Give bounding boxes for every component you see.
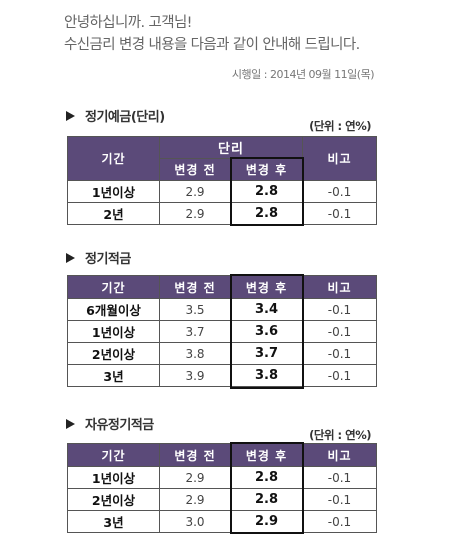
cell-period: 2년 xyxy=(67,202,160,225)
header-before: 변경 전 xyxy=(159,275,231,299)
cell-period: 3년 xyxy=(67,364,160,387)
cell-period: 1년이상 xyxy=(67,180,160,203)
cell-before: 2.9 xyxy=(159,488,231,511)
cell-period: 1년이상 xyxy=(67,466,160,489)
header-period: 기간 xyxy=(67,275,160,299)
cell-before: 3.0 xyxy=(159,510,231,533)
table-row: 6개월이상 3.5 3.4 -0.1 xyxy=(67,298,377,321)
cell-note: -0.1 xyxy=(302,466,377,489)
header-after: 변경 후 xyxy=(230,443,303,467)
table-row: 3년 3.0 2.9 -0.1 xyxy=(67,510,377,533)
header-period: 기간 xyxy=(67,136,160,181)
unit-label: (단위 : 연%) xyxy=(309,119,371,133)
table-row: 2년 2.9 2.8 -0.1 xyxy=(67,202,378,225)
cell-note: -0.1 xyxy=(302,202,378,225)
header-note: 비고 xyxy=(302,443,377,467)
table-row: 1년이상 2.9 2.8 -0.1 xyxy=(67,466,377,489)
greeting-line-2: 수신금리 변경 내용을 다음과 같이 안내해 드립니다. xyxy=(64,37,360,53)
cell-note: -0.1 xyxy=(302,342,377,365)
cell-after: 3.6 xyxy=(230,320,303,343)
cell-after: 2.8 xyxy=(229,202,304,225)
rate-table-time-deposit: 기간 단리 비고 변경 전 변경 후 1년이상 2.9 2.8 -0.1 2년 … xyxy=(67,136,378,225)
cell-after: 3.8 xyxy=(230,364,303,387)
cell-after: 3.4 xyxy=(230,298,303,321)
effective-date: 시행일 : 2014년 09월 11일(목) xyxy=(231,68,375,81)
cell-after: 2.9 xyxy=(230,510,303,533)
cell-note: -0.1 xyxy=(302,180,378,203)
cell-period: 2년이상 xyxy=(67,488,160,511)
cell-period: 3년 xyxy=(67,510,160,533)
header-note: 비고 xyxy=(302,275,377,299)
cell-before: 3.7 xyxy=(159,320,231,343)
table-row: 3년 3.9 3.8 -0.1 xyxy=(67,364,377,387)
table-row: 2년이상 3.8 3.7 -0.1 xyxy=(67,342,377,365)
cell-before: 2.9 xyxy=(159,202,231,225)
section-title-time-deposit: 정기예금(단리) xyxy=(66,106,165,125)
cell-period: 1년이상 xyxy=(67,320,160,343)
cell-before: 3.5 xyxy=(159,298,231,321)
header-before: 변경 전 xyxy=(159,158,231,181)
section-title-text: 자유정기적금 xyxy=(85,418,154,433)
cell-before: 2.9 xyxy=(159,466,231,489)
table-row: 1년이상 2.9 2.8 -0.1 xyxy=(67,180,378,203)
cell-note: -0.1 xyxy=(302,364,377,387)
section-title-installment-savings: 정기적금 xyxy=(66,248,131,267)
header-period: 기간 xyxy=(67,443,160,467)
unit-label: (단위 : 연%) xyxy=(309,428,371,442)
cell-after: 2.8 xyxy=(230,488,303,511)
triangle-bullet-icon xyxy=(66,111,75,121)
cell-after: 2.8 xyxy=(229,180,304,203)
table-row: 2년이상 2.9 2.8 -0.1 xyxy=(67,488,377,511)
cell-note: -0.1 xyxy=(302,510,377,533)
rate-table-installment-savings: 기간 변경 전 변경 후 비고 6개월이상 3.5 3.4 -0.1 1년이상 … xyxy=(67,275,377,387)
cell-note: -0.1 xyxy=(302,488,377,511)
header-before: 변경 전 xyxy=(159,443,231,467)
section-title-free-installment-savings: 자유정기적금 xyxy=(66,414,154,433)
cell-before: 3.9 xyxy=(159,364,231,387)
rate-table-free-installment-savings: 기간 변경 전 변경 후 비고 1년이상 2.9 2.8 -0.1 2년이상 2… xyxy=(67,443,377,533)
table-row: 1년이상 3.7 3.6 -0.1 xyxy=(67,320,377,343)
section-title-text: 정기적금 xyxy=(85,252,131,267)
cell-after: 3.7 xyxy=(230,342,303,365)
header-after: 변경 후 xyxy=(230,275,303,299)
header-note: 비고 xyxy=(302,136,378,181)
greeting-line-1: 안녕하십니까. 고객님! xyxy=(64,15,192,31)
triangle-bullet-icon xyxy=(66,419,75,429)
header-after: 변경 후 xyxy=(229,158,304,181)
section-title-text: 정기예금(단리) xyxy=(85,110,165,125)
cell-before: 2.9 xyxy=(159,180,231,203)
cell-period: 6개월이상 xyxy=(67,298,160,321)
cell-before: 3.8 xyxy=(159,342,231,365)
header-group-simple-interest: 단리 xyxy=(158,136,304,159)
cell-note: -0.1 xyxy=(302,298,377,321)
greeting: 안녕하십니까. 고객님! 수신금리 변경 내용을 다음과 같이 안내해 드립니다… xyxy=(64,12,360,56)
cell-period: 2년이상 xyxy=(67,342,160,365)
cell-note: -0.1 xyxy=(302,320,377,343)
triangle-bullet-icon xyxy=(66,253,75,263)
cell-after: 2.8 xyxy=(230,466,303,489)
